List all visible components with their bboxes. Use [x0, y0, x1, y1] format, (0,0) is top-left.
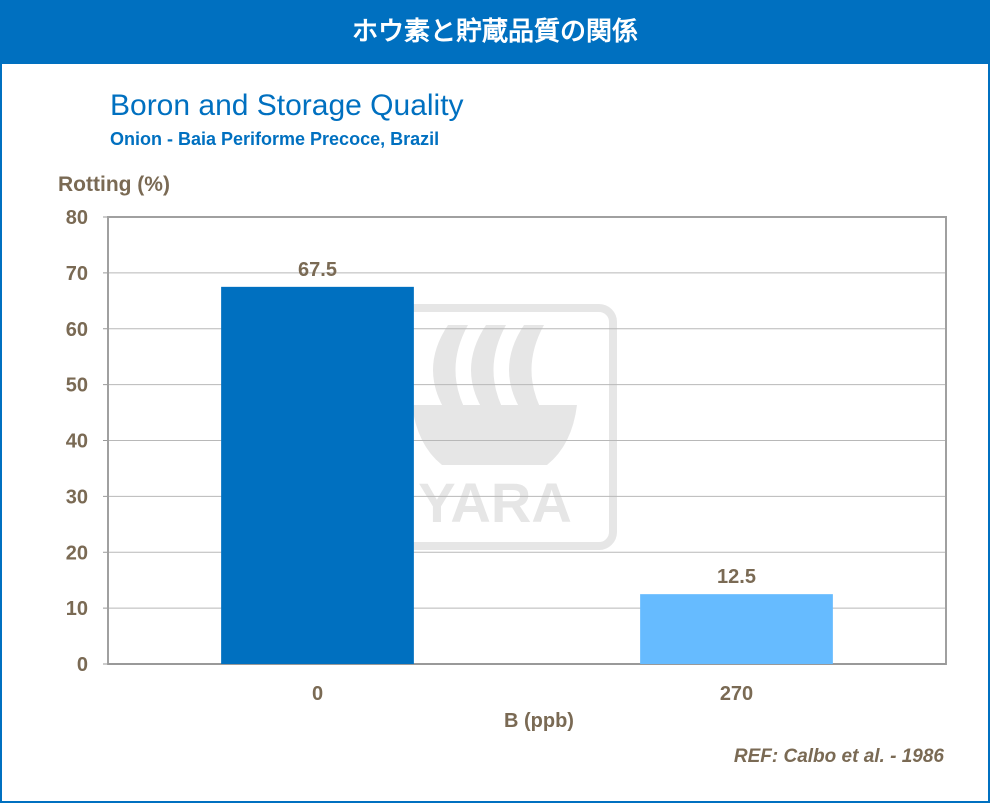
x-axis-label: B (ppb): [504, 710, 574, 732]
y-tick-label: 40: [66, 431, 88, 453]
y-tick-label: 60: [66, 319, 88, 341]
y-tick-label: 80: [66, 207, 88, 229]
reference: REF: Calbo et al. - 1986: [733, 746, 944, 767]
bar: [221, 286, 414, 664]
y-tick-label: 50: [66, 375, 88, 397]
chart-subtitle: Onion - Baia Periforme Precoce, Brazil: [110, 129, 440, 149]
svg-text:YARA: YARA: [418, 471, 572, 534]
y-tick-label: 20: [66, 542, 88, 564]
y-tick-label: 30: [66, 486, 88, 508]
y-axis-label: Rotting (%): [58, 173, 170, 196]
x-tick-label: 270: [720, 683, 753, 705]
data-label: 67.5: [298, 259, 337, 281]
y-tick-label: 0: [77, 654, 88, 676]
bar: [640, 594, 833, 664]
chart-title: Boron and Storage Quality: [110, 89, 464, 122]
y-tick-label: 70: [66, 263, 88, 285]
header-title: ホウ素と貯蔵品質の関係: [0, 0, 990, 64]
y-tick-label: 10: [66, 598, 88, 620]
x-tick-label: 0: [312, 683, 323, 705]
data-label: 12.5: [717, 566, 756, 588]
